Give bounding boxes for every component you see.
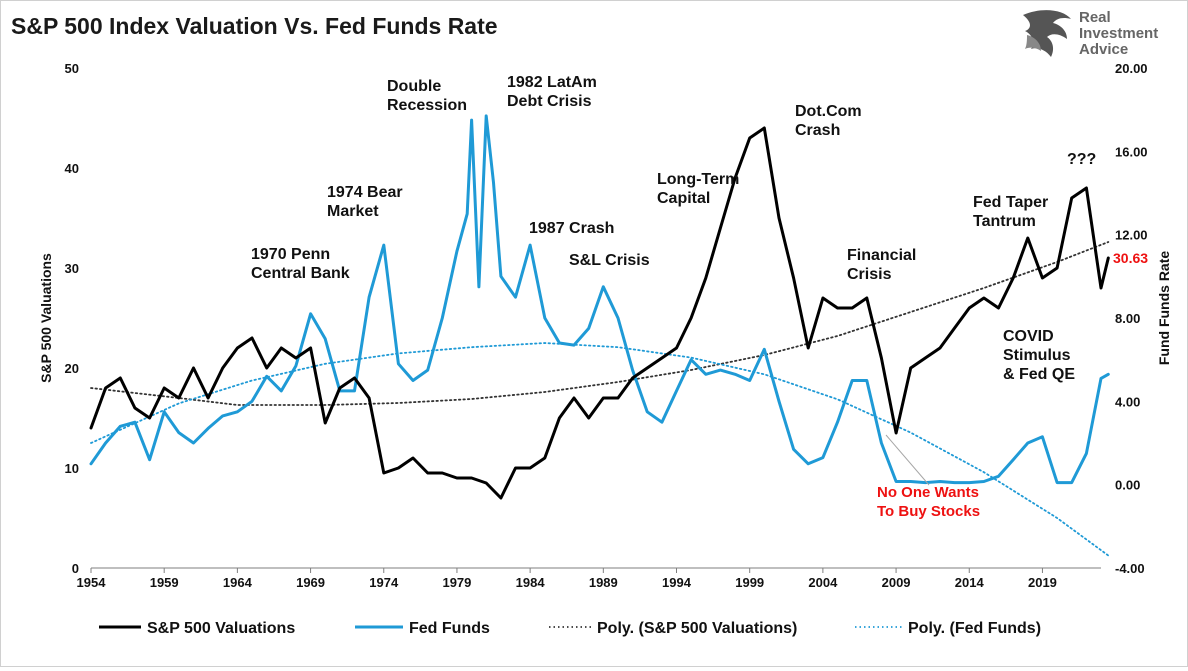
annotation-fed-taper-tantrum: Fed Taper Tantrum <box>973 194 1048 230</box>
y-right-tick-label: -4.00 <box>1115 561 1145 576</box>
annotation-line: Debt Crisis <box>507 93 592 110</box>
annotation-line: S&L Crisis <box>569 252 650 269</box>
y-right-tick-label: 4.00 <box>1115 394 1140 409</box>
series-line-fed-funds <box>89 114 1110 485</box>
y-right-tick-label: 12.00 <box>1115 228 1148 243</box>
annotation-line: 1974 Bear <box>327 184 403 201</box>
annotation-line: 1982 LatAm <box>507 74 597 91</box>
series-line-poly-s-p-500-valuations <box>90 241 1110 406</box>
annotation-1982-latam-debt-crisis: 1982 LatAm Debt Crisis <box>507 74 597 110</box>
annotation-s-l-crisis: S&L Crisis <box>569 252 650 269</box>
annotation-leader-line <box>885 434 930 486</box>
annotation-line: Market <box>327 203 379 220</box>
y-right-tick-label: 20.00 <box>1115 61 1148 76</box>
annotation-line: ??? <box>1067 151 1096 168</box>
annotation-1974-bear-market: 1974 Bear Market <box>327 184 403 220</box>
y-right-tick-label: 16.00 <box>1115 144 1148 159</box>
legend-label-fed-funds: Fed Funds <box>409 620 490 637</box>
x-tick-label: 1989 <box>589 575 618 590</box>
axes: 1954 1959 1964 1969 1974 1979 1984 1989 1994 1999… <box>38 61 1172 590</box>
logo-line-1: Real <box>1079 9 1111 26</box>
annotation-line: Capital <box>657 190 710 207</box>
annotation-line: 1970 Penn <box>251 246 330 263</box>
y-right-axis-title: Fund Funds Rate <box>1156 251 1172 366</box>
annotation-line: No One Wants <box>877 484 979 501</box>
annotation-covid-stimulus-fed-qe: COVID Stimulus & Fed QE <box>1003 328 1075 383</box>
annotation-line: 1987 Crash <box>529 220 614 237</box>
series-line-poly-fed-funds <box>90 342 1110 557</box>
legend: S&P 500 Valuations Fed Funds Poly. (S&P 50… <box>99 620 1041 637</box>
annotation-line: Stimulus <box>1003 347 1071 364</box>
logo-line-2: Investment <box>1079 25 1158 42</box>
x-tick-label: 2019 <box>1028 575 1057 590</box>
annotation-line: Tantrum <box>973 213 1036 230</box>
annotation-line: Long-Term <box>657 171 739 188</box>
legend-label-poly-fed-funds: Poly. (Fed Funds) <box>908 620 1041 637</box>
annotation-line: & Fed QE <box>1003 366 1075 383</box>
annotation-line: COVID <box>1003 328 1054 345</box>
annotation-long-term-capital: Long-Term Capital <box>657 171 739 207</box>
x-tick-label: 2004 <box>808 575 838 590</box>
annotation-financial-crisis: Financial Crisis <box>847 247 916 283</box>
chart-title: S&P 500 Index Valuation Vs. Fed Funds Ra… <box>11 13 498 39</box>
annotation-line: Central Bank <box>251 265 350 282</box>
logo-line-3: Advice <box>1079 41 1128 58</box>
annotation-1987-crash: 1987 Crash <box>529 220 614 237</box>
y-left-tick-label: 30 <box>65 261 79 276</box>
y-left-tick-label: 0 <box>72 561 79 576</box>
x-tick-label: 2009 <box>882 575 911 590</box>
annotation-no-one-wants-to-buy-stocks: No One Wants To Buy Stocks <box>877 484 980 520</box>
y-left-tick-label: 20 <box>65 361 79 376</box>
annotation-line: Crisis <box>847 266 892 283</box>
x-tick-label: 2014 <box>955 575 985 590</box>
logo: Real Investment Advice <box>1023 9 1158 58</box>
series-layer: 30.63 <box>89 114 1148 557</box>
x-tick-label: 1974 <box>369 575 399 590</box>
annotation-1970-penn-central-bank: 1970 Penn Central Bank <box>251 246 350 282</box>
y-left-tick-label: 40 <box>65 161 79 176</box>
y-right-tick-label: 8.00 <box>1115 311 1140 326</box>
annotation-: ??? <box>1067 151 1096 168</box>
annotation-line: To Buy Stocks <box>877 503 980 520</box>
x-tick-label: 1959 <box>150 575 179 590</box>
annotation-double-recession: Double Recession <box>387 78 467 114</box>
x-tick-label: 1994 <box>662 575 692 590</box>
y-left-tick-label: 10 <box>65 461 79 476</box>
annotation-line: Double <box>387 78 441 95</box>
legend-label-s-p-500-valuations: S&P 500 Valuations <box>147 620 295 637</box>
annotation-line: Dot.Com <box>795 103 862 120</box>
legend-label-poly-s-p-500-valuations: Poly. (S&P 500 Valuations) <box>597 620 797 637</box>
x-tick-label: 1979 <box>442 575 471 590</box>
series-line-s-p-500-valuations <box>89 126 1110 500</box>
y-right-tick-label: 0.00 <box>1115 478 1140 493</box>
x-tick-label: 1969 <box>296 575 325 590</box>
annotation-line: Recession <box>387 97 467 114</box>
annotation-line: Financial <box>847 247 916 264</box>
annotation-dot-com-crash: Dot.Com Crash <box>795 103 862 139</box>
x-tick-label: 1999 <box>735 575 764 590</box>
x-tick-label: 1954 <box>77 575 107 590</box>
eagle-logo-icon <box>1023 10 1071 58</box>
x-tick-label: 1984 <box>516 575 546 590</box>
x-tick-label: 1964 <box>223 575 253 590</box>
last-value-label: 30.63 <box>1113 250 1148 266</box>
y-left-axis-title: S&P 500 Valuations <box>38 253 54 383</box>
annotation-line: Fed Taper <box>973 194 1048 211</box>
annotation-line: Crash <box>795 122 840 139</box>
y-left-tick-label: 50 <box>65 61 79 76</box>
annotations-layer: 1970 Penn Central Bank 1974 Bear Market Doub… <box>251 74 1096 520</box>
